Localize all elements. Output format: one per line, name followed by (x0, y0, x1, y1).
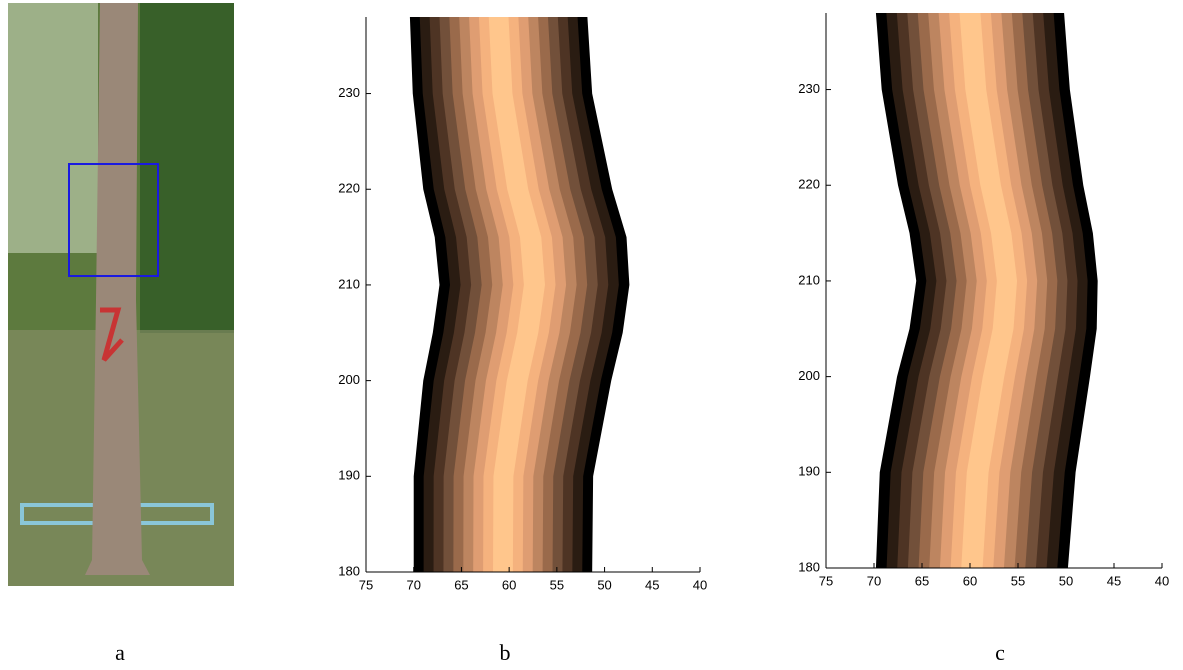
band-layer (949, 13, 1028, 568)
x-tick-label: 60 (963, 573, 977, 588)
band-layer (959, 13, 1018, 568)
photo-trunk (85, 3, 150, 575)
x-tick-label: 75 (819, 573, 833, 588)
x-tick-label: 70 (406, 577, 420, 592)
y-tick-label: 190 (798, 464, 820, 479)
x-tick-label: 65 (915, 573, 929, 588)
panel-caption: b (500, 640, 511, 665)
x-tick-label: 60 (502, 577, 516, 592)
x-tick-label: 40 (693, 577, 707, 592)
y-tick-label: 220 (338, 181, 360, 196)
x-tick-label: 45 (1107, 573, 1121, 588)
x-tick-label: 70 (867, 573, 881, 588)
photo (8, 3, 234, 586)
panel-caption: c (995, 640, 1005, 665)
band-layer (488, 17, 545, 572)
y-tick-label: 180 (338, 563, 360, 578)
x-tick-label: 75 (359, 577, 373, 592)
y-tick-label: 200 (338, 372, 360, 387)
x-tick-label: 50 (597, 577, 611, 592)
y-tick-label: 200 (798, 368, 820, 383)
y-tick-label: 190 (338, 468, 360, 483)
x-tick-label: 65 (454, 577, 468, 592)
band-layer (478, 17, 556, 572)
x-tick-label: 45 (645, 577, 659, 592)
y-tick-label: 230 (338, 85, 360, 100)
x-tick-label: 40 (1155, 573, 1169, 588)
photo-foliage (8, 3, 98, 253)
x-tick-label: 55 (550, 577, 564, 592)
y-tick-label: 220 (798, 177, 820, 192)
x-tick-label: 50 (1059, 573, 1073, 588)
panel-caption: a (115, 640, 125, 665)
photo-selection-box (68, 163, 159, 277)
y-tick-label: 210 (338, 276, 360, 291)
y-tick-label: 210 (798, 272, 820, 287)
y-tick-label: 230 (798, 81, 820, 96)
y-tick-label: 180 (798, 559, 820, 574)
photo-foliage (140, 3, 234, 333)
photo-marking (100, 307, 124, 362)
x-tick-label: 55 (1011, 573, 1025, 588)
